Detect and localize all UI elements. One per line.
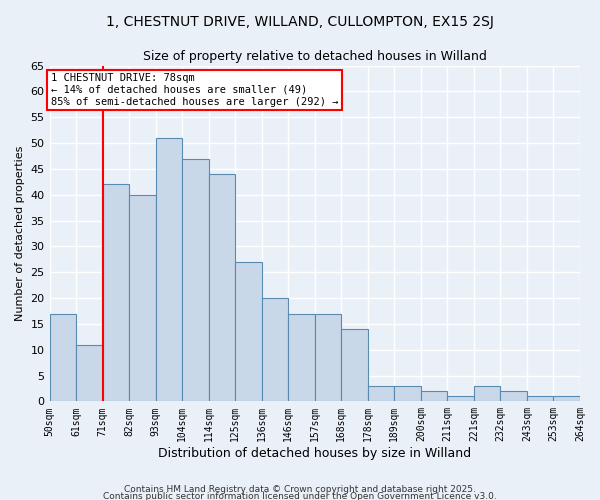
Bar [155, 138, 182, 402]
Text: Contains public sector information licensed under the Open Government Licence v3: Contains public sector information licen… [103, 492, 497, 500]
Bar [129, 194, 155, 402]
Text: Contains HM Land Registry data © Crown copyright and database right 2025.: Contains HM Land Registry data © Crown c… [124, 486, 476, 494]
Bar [262, 298, 288, 402]
Bar [209, 174, 235, 402]
X-axis label: Distribution of detached houses by size in Willand: Distribution of detached houses by size … [158, 447, 472, 460]
Bar [500, 391, 527, 402]
Bar [394, 386, 421, 402]
Bar [76, 344, 103, 402]
Bar [103, 184, 129, 402]
Bar [553, 396, 580, 402]
Bar [235, 262, 262, 402]
Bar [50, 314, 76, 402]
Bar [527, 396, 553, 402]
Text: 1 CHESTNUT DRIVE: 78sqm
← 14% of detached houses are smaller (49)
85% of semi-de: 1 CHESTNUT DRIVE: 78sqm ← 14% of detache… [51, 74, 338, 106]
Bar [448, 396, 474, 402]
Bar [368, 386, 394, 402]
Bar [288, 314, 315, 402]
Bar [315, 314, 341, 402]
Bar [474, 386, 500, 402]
Title: Size of property relative to detached houses in Willand: Size of property relative to detached ho… [143, 50, 487, 63]
Bar [421, 391, 448, 402]
Bar [341, 329, 368, 402]
Bar [182, 158, 209, 402]
Text: 1, CHESTNUT DRIVE, WILLAND, CULLOMPTON, EX15 2SJ: 1, CHESTNUT DRIVE, WILLAND, CULLOMPTON, … [106, 15, 494, 29]
Y-axis label: Number of detached properties: Number of detached properties [15, 146, 25, 321]
